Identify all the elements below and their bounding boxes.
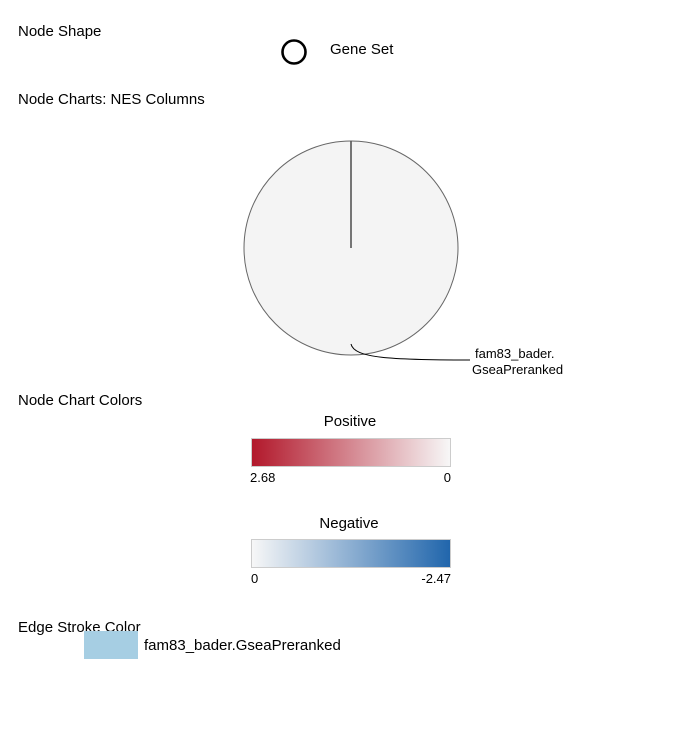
gene-set-label: Gene Set — [330, 41, 394, 58]
negative-max-label: -2.47 — [421, 571, 451, 586]
negative-gradient-bar — [251, 539, 451, 568]
node-charts-title: Node Charts: NES Columns — [18, 91, 205, 108]
slice-label-line1: fam83_bader. — [475, 346, 555, 361]
positive-gradient-bar — [251, 438, 451, 467]
positive-max-label: 0 — [443, 470, 451, 485]
negative-min-label: 0 — [251, 571, 259, 586]
circle-outline-icon — [281, 39, 307, 65]
positive-title: Positive — [323, 413, 377, 430]
positive-min-label: 2.68 — [250, 470, 276, 485]
edge-item-label: fam83_bader.GseaPreranked — [144, 637, 341, 654]
slice-label-leader — [350, 343, 471, 361]
slice-label-line2: GseaPreranked — [472, 362, 564, 377]
node-chart-pie — [243, 140, 471, 361]
node-chart-colors-title: Node Chart Colors — [18, 392, 143, 409]
negative-title: Negative — [319, 515, 379, 532]
node-shape-title: Node Shape — [18, 23, 102, 40]
edge-color-swatch — [84, 631, 138, 659]
